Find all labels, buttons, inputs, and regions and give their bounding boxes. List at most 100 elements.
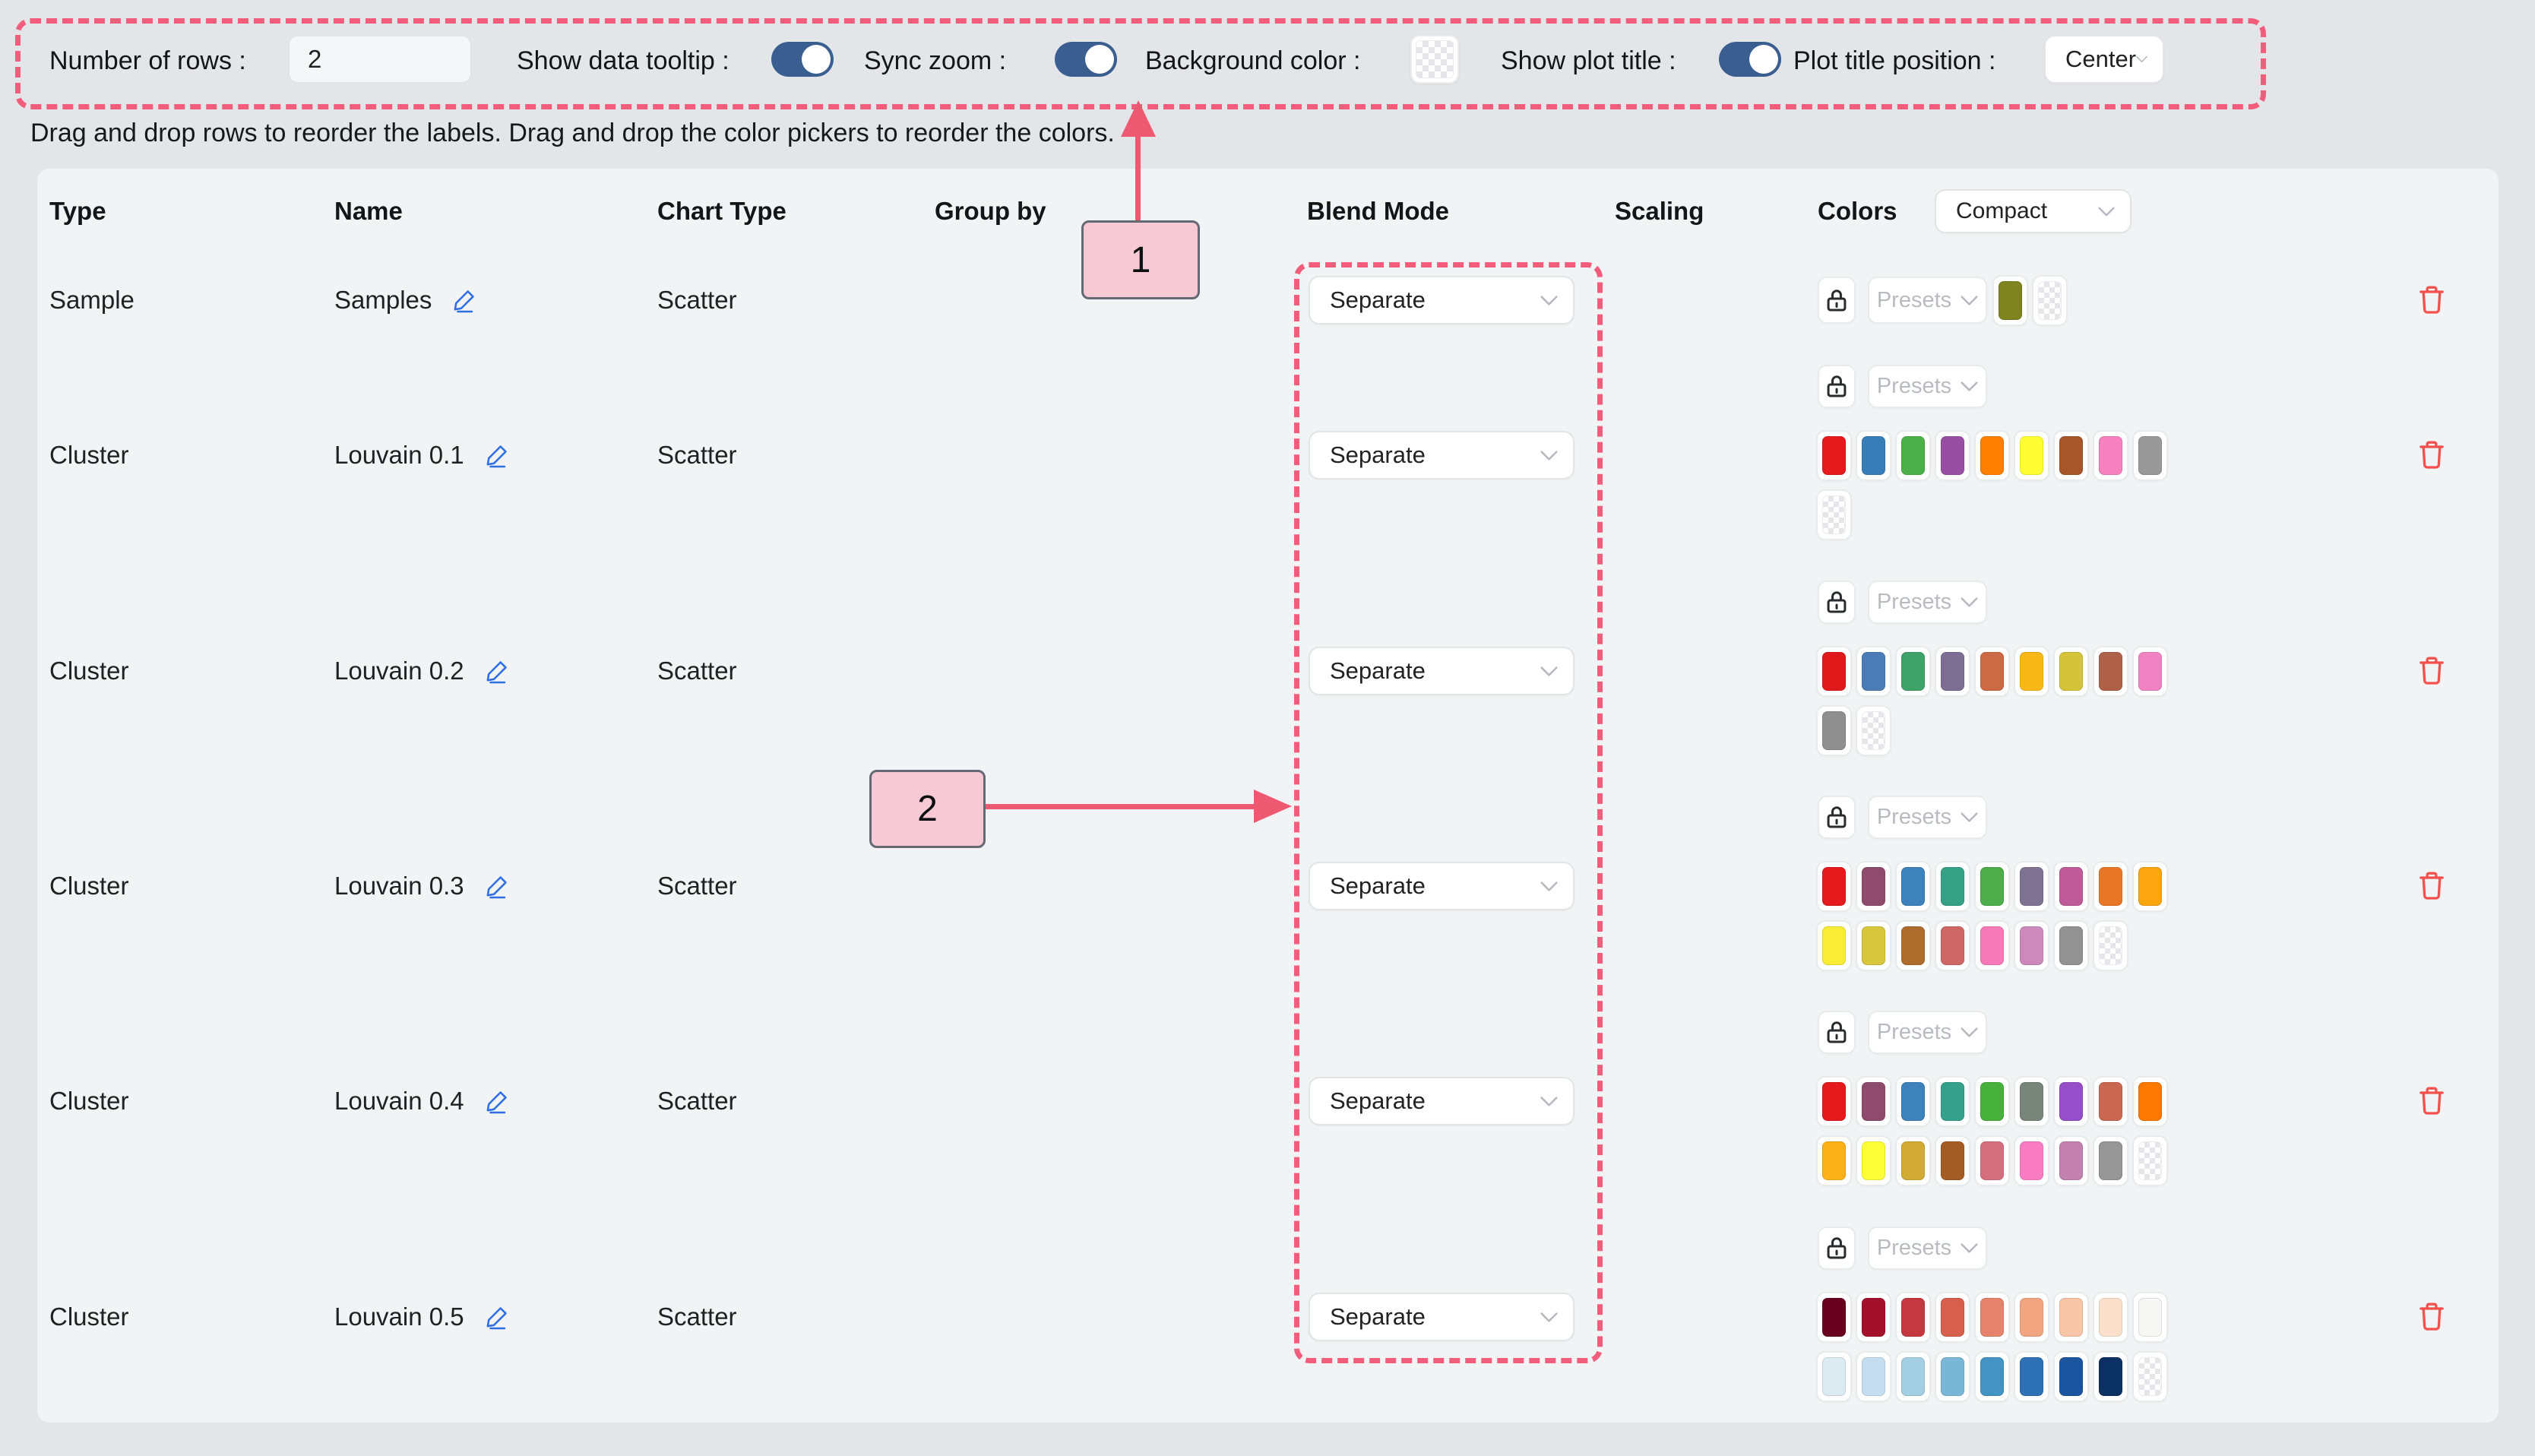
color-swatch-row5-l1-7[interactable] <box>2053 1075 2089 1127</box>
color-swatch-row4-l1-4[interactable] <box>1935 860 1970 912</box>
color-swatch-row5-l2-8[interactable] <box>2093 1135 2128 1186</box>
color-swatch-row6-l2-9[interactable] <box>2132 1350 2168 1402</box>
color-swatch-row6-l1-2[interactable] <box>1856 1291 1891 1343</box>
color-swatch-row6-l1-3[interactable] <box>1895 1291 1931 1343</box>
color-swatch-row3-l1-8[interactable] <box>2093 645 2128 697</box>
presets-select[interactable]: Presets <box>1868 364 1987 408</box>
color-swatch-row3-l1-7[interactable] <box>2053 645 2089 697</box>
color-swatch-row4-l2-3[interactable] <box>1895 919 1931 971</box>
edit-name-button[interactable] <box>484 1304 510 1330</box>
presets-select[interactable]: Presets <box>1868 795 1987 839</box>
delete-row-button[interactable] <box>2416 438 2447 475</box>
blend-mode-select[interactable]: Separate <box>1309 431 1574 480</box>
colors-display-mode-select[interactable]: Compact <box>1935 189 2131 233</box>
color-swatch-row6-l1-4[interactable] <box>1935 1291 1970 1343</box>
lock-colors-button[interactable] <box>1818 364 1856 408</box>
presets-select[interactable]: Presets <box>1868 1010 1987 1054</box>
color-swatch-row3-l2-1[interactable] <box>1816 704 1852 756</box>
color-swatch-row2-l1-7[interactable] <box>2053 429 2089 481</box>
color-swatch-row4-l1-7[interactable] <box>2053 860 2089 912</box>
color-swatch-row3-l1-9[interactable] <box>2132 645 2168 697</box>
number-of-rows-input[interactable]: 2 <box>289 36 471 83</box>
color-swatch-row2-l1-2[interactable] <box>1856 429 1891 481</box>
show-plot-title-toggle[interactable] <box>1719 42 1781 77</box>
edit-name-button[interactable] <box>484 442 510 468</box>
color-swatch-row4-l2-2[interactable] <box>1856 919 1891 971</box>
blend-mode-select[interactable]: Separate <box>1309 276 1574 324</box>
background-color-swatch[interactable] <box>1410 35 1459 84</box>
color-swatch-row3-l1-2[interactable] <box>1856 645 1891 697</box>
color-swatch-row5-l1-6[interactable] <box>2014 1075 2049 1127</box>
color-swatch-row2-l1-8[interactable] <box>2093 429 2128 481</box>
color-swatch-row2-l1-1[interactable] <box>1816 429 1852 481</box>
lock-colors-button[interactable] <box>1818 1010 1856 1054</box>
color-swatch-row6-l1-9[interactable] <box>2132 1291 2168 1343</box>
color-swatch-row5-l2-5[interactable] <box>1974 1135 2010 1186</box>
color-swatch-row6-l2-1[interactable] <box>1816 1350 1852 1402</box>
color-swatch-row4-l2-4[interactable] <box>1935 919 1970 971</box>
show-data-tooltip-toggle[interactable] <box>771 42 834 77</box>
color-swatch-row1-l1-1[interactable] <box>1992 274 2028 326</box>
plot-title-position-select[interactable]: Center <box>2044 35 2164 84</box>
color-swatch-row6-l1-5[interactable] <box>1974 1291 2010 1343</box>
delete-row-button[interactable] <box>2416 1084 2447 1121</box>
color-swatch-row6-l2-4[interactable] <box>1935 1350 1970 1402</box>
color-swatch-row6-l2-7[interactable] <box>2053 1350 2089 1402</box>
color-swatch-row3-l1-6[interactable] <box>2014 645 2049 697</box>
color-swatch-row5-l1-3[interactable] <box>1895 1075 1931 1127</box>
blend-mode-select[interactable]: Separate <box>1309 1293 1574 1341</box>
color-swatch-row4-l1-9[interactable] <box>2132 860 2168 912</box>
color-swatch-row6-l2-3[interactable] <box>1895 1350 1931 1402</box>
sync-zoom-toggle[interactable] <box>1055 42 1117 77</box>
edit-name-button[interactable] <box>484 658 510 684</box>
color-swatch-row6-l1-1[interactable] <box>1816 1291 1852 1343</box>
presets-select[interactable]: Presets <box>1868 580 1987 624</box>
color-swatch-row4-l1-2[interactable] <box>1856 860 1891 912</box>
color-swatch-row6-l2-6[interactable] <box>2014 1350 2049 1402</box>
color-swatch-row5-l1-1[interactable] <box>1816 1075 1852 1127</box>
color-swatch-row2-l1-4[interactable] <box>1935 429 1970 481</box>
color-swatch-row4-l2-6[interactable] <box>2014 919 2049 971</box>
color-swatch-row2-l1-9[interactable] <box>2132 429 2168 481</box>
color-swatch-row5-l2-1[interactable] <box>1816 1135 1852 1186</box>
color-swatch-row5-l2-9[interactable] <box>2132 1135 2168 1186</box>
blend-mode-select[interactable]: Separate <box>1309 647 1574 695</box>
lock-colors-button[interactable] <box>1818 580 1856 624</box>
color-swatch-row6-l1-8[interactable] <box>2093 1291 2128 1343</box>
color-swatch-row4-l2-8[interactable] <box>2093 919 2128 971</box>
lock-colors-button[interactable] <box>1818 1226 1856 1270</box>
delete-row-button[interactable] <box>2416 283 2447 320</box>
color-swatch-row5-l2-2[interactable] <box>1856 1135 1891 1186</box>
presets-select[interactable]: Presets <box>1868 1226 1987 1270</box>
color-swatch-row4-l2-7[interactable] <box>2053 919 2089 971</box>
color-swatch-row3-l1-3[interactable] <box>1895 645 1931 697</box>
color-swatch-row5-l2-4[interactable] <box>1935 1135 1970 1186</box>
color-swatch-row2-l1-3[interactable] <box>1895 429 1931 481</box>
lock-colors-button[interactable] <box>1818 277 1856 324</box>
color-swatch-row6-l2-5[interactable] <box>1974 1350 2010 1402</box>
color-swatch-row3-l1-4[interactable] <box>1935 645 1970 697</box>
color-swatch-row5-l1-9[interactable] <box>2132 1075 2168 1127</box>
lock-colors-button[interactable] <box>1818 795 1856 839</box>
color-swatch-row5-l2-7[interactable] <box>2053 1135 2089 1186</box>
edit-name-button[interactable] <box>484 873 510 899</box>
presets-select[interactable]: Presets <box>1868 277 1987 324</box>
color-swatch-row4-l1-5[interactable] <box>1974 860 2010 912</box>
color-swatch-row4-l2-1[interactable] <box>1816 919 1852 971</box>
color-swatch-row2-l2-1[interactable] <box>1816 489 1852 540</box>
color-swatch-row5-l2-3[interactable] <box>1895 1135 1931 1186</box>
color-swatch-row5-l2-6[interactable] <box>2014 1135 2049 1186</box>
color-swatch-row5-l1-4[interactable] <box>1935 1075 1970 1127</box>
color-swatch-row6-l2-8[interactable] <box>2093 1350 2128 1402</box>
color-swatch-row1-l1-2[interactable] <box>2032 274 2068 326</box>
edit-name-button[interactable] <box>484 1088 510 1114</box>
blend-mode-select[interactable]: Separate <box>1309 1077 1574 1125</box>
color-swatch-row2-l1-5[interactable] <box>1974 429 2010 481</box>
color-swatch-row5-l1-8[interactable] <box>2093 1075 2128 1127</box>
blend-mode-select[interactable]: Separate <box>1309 862 1574 910</box>
edit-name-button[interactable] <box>451 287 477 313</box>
color-swatch-row4-l2-5[interactable] <box>1974 919 2010 971</box>
color-swatch-row6-l1-6[interactable] <box>2014 1291 2049 1343</box>
color-swatch-row6-l1-7[interactable] <box>2053 1291 2089 1343</box>
color-swatch-row2-l1-6[interactable] <box>2014 429 2049 481</box>
